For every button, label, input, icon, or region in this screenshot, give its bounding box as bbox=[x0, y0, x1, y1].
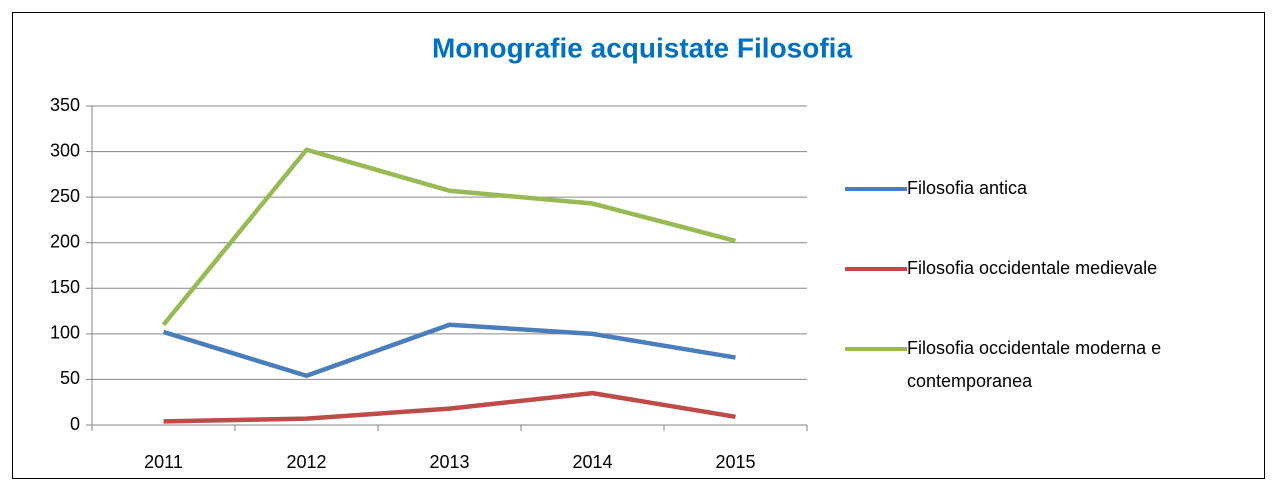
series-line bbox=[161, 147, 737, 327]
legend-label: Filosofia occidentale medievale bbox=[907, 258, 1158, 278]
x-tick-label: 2014 bbox=[572, 452, 612, 472]
legend-item: Filosofia antica bbox=[845, 172, 1265, 205]
chart-border bbox=[12, 12, 1265, 479]
legend-label: Filosofia antica bbox=[907, 178, 1028, 198]
legend-item: Filosofia occidentale medievale bbox=[845, 252, 1265, 285]
series-line bbox=[163, 390, 736, 424]
chart-title: Monografie acquistate Filosofia bbox=[432, 32, 852, 63]
x-tick-label: 2013 bbox=[429, 452, 469, 472]
legend-swatch bbox=[845, 346, 907, 351]
x-tick-label: 2012 bbox=[286, 452, 326, 472]
legend-item: Filosofia occidentale moderna e contempo… bbox=[845, 332, 1265, 398]
x-tick-label: 2015 bbox=[715, 452, 755, 472]
x-tick-label: 2011 bbox=[144, 452, 183, 472]
legend-label: Filosofia occidentale moderna e contempo… bbox=[907, 338, 1162, 391]
y-tick-label: 250 bbox=[50, 186, 80, 206]
y-tick-label: 350 bbox=[50, 95, 80, 115]
y-tick-label: 150 bbox=[50, 277, 80, 297]
y-tick-label: 50 bbox=[60, 368, 80, 388]
legend-swatch bbox=[845, 266, 907, 271]
legend-swatch bbox=[845, 186, 907, 191]
y-tick-label: 100 bbox=[50, 323, 80, 343]
y-tick-label: 200 bbox=[50, 231, 80, 251]
series-line bbox=[162, 322, 736, 379]
y-tick-label: 0 bbox=[70, 414, 80, 434]
y-tick-label: 300 bbox=[50, 140, 80, 160]
